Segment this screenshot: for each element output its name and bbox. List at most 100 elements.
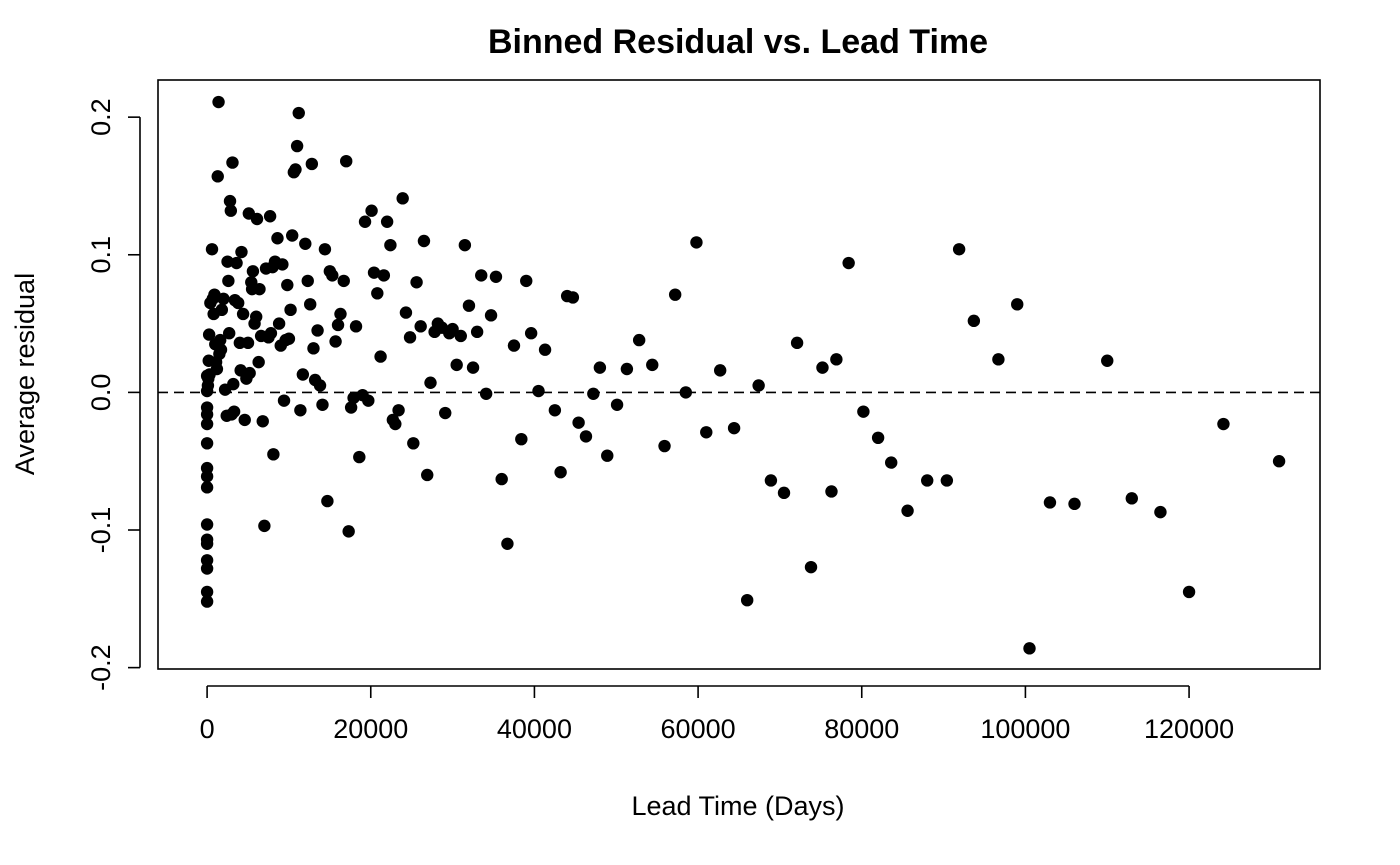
data-point (284, 303, 297, 317)
y-axis: -0.2 -0.1 0.0 0.1 0.2 (86, 98, 141, 691)
data-point (399, 306, 413, 319)
data-point (222, 274, 235, 288)
data-point (1043, 496, 1057, 509)
data-point (249, 310, 263, 323)
data-point (211, 170, 224, 183)
data-point (462, 299, 476, 312)
data-point (337, 274, 350, 288)
data-point (548, 404, 562, 417)
data-point (1217, 417, 1230, 431)
data-point (238, 413, 251, 427)
data-point (1154, 505, 1167, 519)
data-point (470, 325, 484, 339)
data-point (424, 376, 437, 389)
data-point (740, 593, 754, 607)
data-point (258, 519, 271, 533)
data-point (256, 415, 269, 428)
data-point (842, 256, 855, 270)
data-point (374, 350, 387, 363)
data-point (524, 327, 538, 340)
data-point (227, 377, 240, 391)
data-point (222, 327, 236, 340)
data-point (532, 384, 545, 398)
data-point (223, 194, 237, 208)
data-point (236, 307, 250, 321)
data-point (353, 450, 366, 464)
data-point (200, 437, 214, 450)
y-tick-label: 0.1 (86, 236, 116, 274)
data-point (1023, 642, 1036, 655)
data-point (952, 243, 966, 256)
data-point (227, 405, 241, 418)
data-point (252, 355, 265, 369)
data-point (450, 358, 463, 372)
data-point (200, 481, 214, 494)
data-point (1125, 492, 1138, 505)
data-point (1101, 354, 1114, 367)
data-point (200, 595, 214, 608)
data-point (713, 364, 727, 377)
data-point (313, 379, 327, 392)
data-point (967, 314, 981, 328)
data-point (331, 318, 345, 332)
data-point (349, 320, 363, 333)
data-point (538, 343, 552, 356)
data-point (301, 274, 314, 288)
data-point (690, 236, 703, 249)
data-point (321, 494, 334, 508)
data-point (246, 265, 260, 278)
data-point (296, 368, 310, 381)
data-point (294, 404, 307, 417)
data-point (777, 486, 791, 500)
data-point (217, 292, 230, 306)
y-tick-label: 0.2 (86, 98, 116, 136)
data-point (213, 333, 227, 347)
data-point (610, 398, 624, 411)
data-point (365, 204, 378, 217)
data-points (200, 95, 1286, 655)
data-point (601, 449, 614, 462)
data-point (1182, 585, 1196, 599)
data-point (384, 238, 397, 252)
data-point (727, 421, 741, 435)
x-tick-label: 80000 (824, 714, 899, 744)
data-point (921, 474, 934, 487)
data-point (377, 269, 391, 282)
x-axis-label: Lead Time (Days) (631, 791, 844, 821)
data-point (362, 394, 375, 407)
x-tick-label: 120000 (1144, 714, 1234, 744)
data-point (205, 243, 219, 256)
data-point (593, 361, 607, 374)
data-point (290, 139, 304, 153)
data-point (414, 320, 427, 333)
data-point (253, 282, 266, 296)
data-point (857, 405, 870, 418)
data-point (281, 278, 294, 292)
data-point (475, 269, 488, 282)
data-point (501, 537, 514, 550)
data-point (304, 298, 317, 311)
data-point (367, 266, 381, 279)
y-axis-label: Average residual (10, 273, 40, 475)
data-point (679, 386, 693, 399)
data-point (940, 474, 954, 487)
x-tick-label: 60000 (661, 714, 736, 744)
data-point (632, 333, 646, 347)
data-point (396, 192, 409, 205)
data-point (202, 328, 216, 341)
data-point (277, 394, 291, 407)
data-point (230, 256, 243, 270)
data-point (764, 474, 778, 487)
x-tick-label: 100000 (980, 714, 1070, 744)
data-point (371, 287, 384, 300)
data-point (299, 237, 312, 250)
data-point (307, 342, 320, 355)
data-point (700, 426, 713, 439)
data-point (587, 387, 600, 400)
data-point (311, 324, 324, 337)
data-point (200, 518, 214, 531)
data-point (1068, 497, 1081, 511)
x-tick-label: 40000 (497, 714, 572, 744)
data-point (439, 406, 452, 420)
